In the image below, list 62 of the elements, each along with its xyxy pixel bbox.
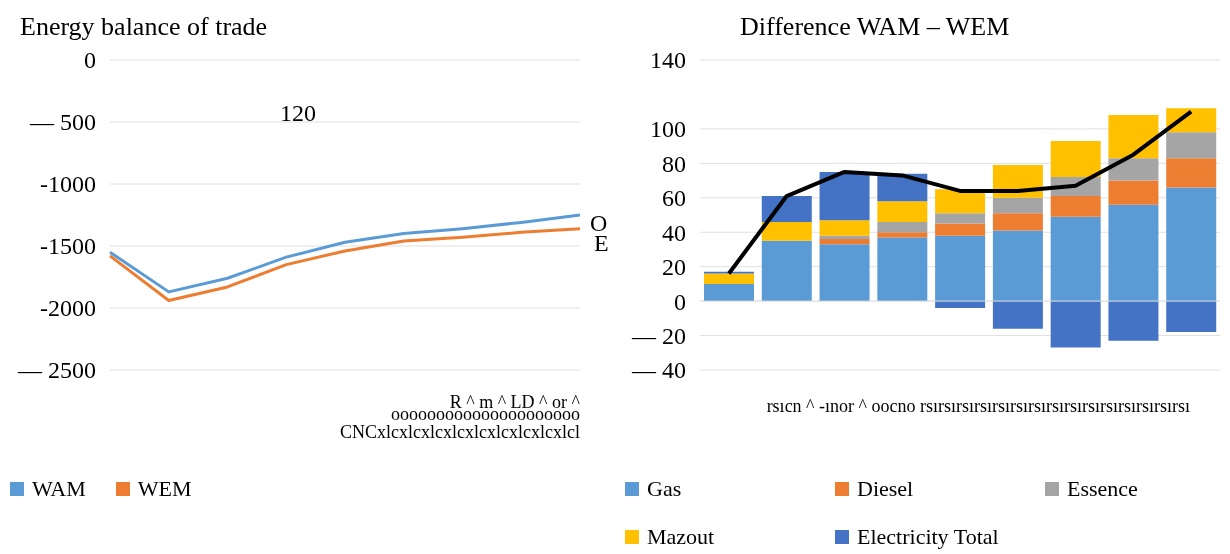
- text: CNCxlcxlcxlcxlcxlcxlcxlcxlcxlcl: [339, 422, 580, 443]
- y-tick-label: 140: [650, 47, 686, 74]
- bar: [935, 223, 986, 236]
- bar: [1108, 115, 1159, 159]
- y-tick-label: 100: [650, 116, 686, 143]
- y-tick-label: — 500: [29, 109, 96, 136]
- y-tick-label: -1500: [40, 233, 96, 260]
- bar: [992, 213, 1043, 231]
- bar: [992, 197, 1043, 214]
- legend-label: Electricity Total: [857, 524, 999, 550]
- y-tick-label: -1000: [40, 171, 96, 198]
- text: rsıcn ^ -ınor ^ oocno rsırsırsırsırsırsırsırsırsırsırsırsırsırsırsı: [765, 396, 1190, 417]
- bar: [935, 213, 986, 224]
- y-tick-label: 0: [84, 47, 96, 74]
- y-tick-label: 20: [662, 254, 686, 281]
- bar: [877, 232, 928, 238]
- legend-label: Mazout: [647, 524, 715, 550]
- bar: [1108, 301, 1159, 341]
- chart-title: Energy balance of trade: [20, 12, 268, 42]
- bar: [935, 235, 986, 302]
- y-tick-label: 0: [674, 288, 686, 315]
- bar: [704, 283, 754, 302]
- legend-label: Gas: [647, 476, 682, 502]
- bar: [1166, 301, 1217, 333]
- bar: [704, 273, 754, 284]
- line-series: [726, 109, 1194, 276]
- legend-label: Essence: [1067, 476, 1138, 502]
- y-tick-label: — 2500: [17, 357, 96, 384]
- bar: [761, 240, 812, 302]
- bar: [877, 237, 928, 302]
- bar: [1108, 158, 1159, 181]
- bar: [1166, 132, 1217, 159]
- legend-label: WAM: [32, 476, 86, 502]
- bar: [1108, 204, 1159, 302]
- bar: [877, 201, 928, 222]
- bar: [1050, 216, 1101, 302]
- bar: [1050, 301, 1101, 348]
- legend-label: WEM: [137, 476, 192, 502]
- y-tick-label: 60: [662, 185, 686, 212]
- bar: [1050, 140, 1101, 178]
- bar: [1050, 196, 1101, 217]
- bar: [992, 301, 1043, 329]
- y-tick-label: 80: [662, 150, 686, 177]
- y-tick-label: — 40: [631, 357, 686, 384]
- bar: [761, 221, 812, 241]
- bar: [819, 239, 870, 245]
- line-series: [108, 227, 582, 303]
- bar: [819, 171, 870, 221]
- legend-label: Diesel: [857, 476, 914, 502]
- bar: [819, 220, 870, 236]
- bar: [1108, 180, 1159, 205]
- bar: [1166, 158, 1217, 188]
- y-tick-label: -2000: [40, 295, 96, 322]
- bar: [877, 221, 928, 233]
- y-tick-label: — 20: [631, 322, 686, 349]
- bar: [1166, 187, 1217, 302]
- line-series: [108, 213, 582, 294]
- bar: [992, 230, 1043, 302]
- annotation: 120: [280, 100, 316, 127]
- bar: [819, 244, 870, 302]
- y-tick-label: 40: [662, 219, 686, 246]
- chart-title: Difference WAM – WEM: [740, 12, 1010, 42]
